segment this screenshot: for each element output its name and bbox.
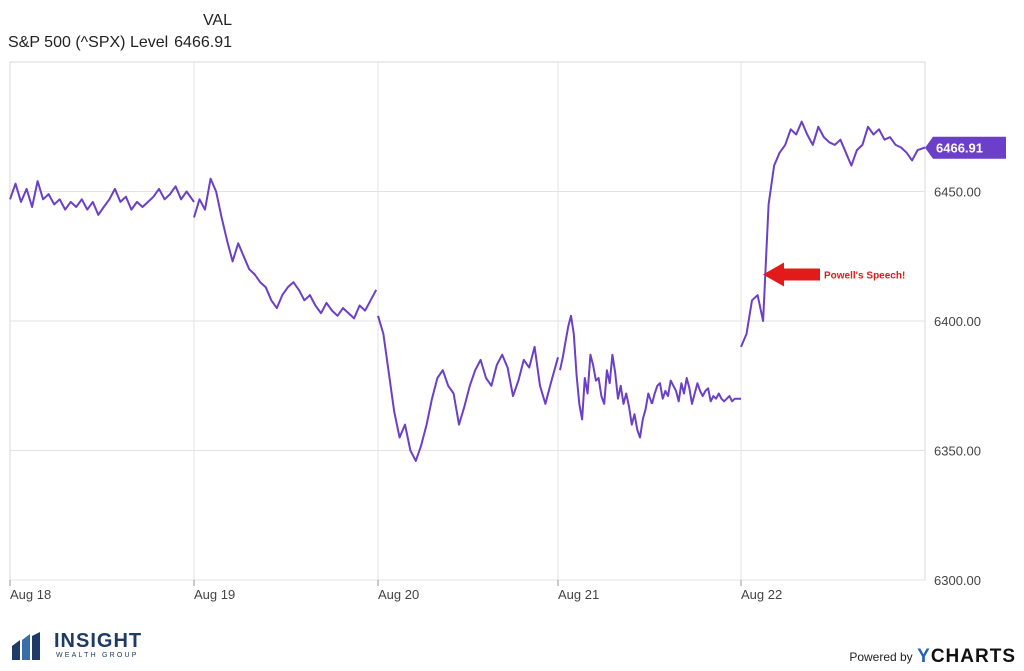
series-segment — [9, 180, 195, 216]
legend-series-name: S&P 500 (^SPX) Level — [8, 34, 169, 51]
annotations: Powell's Speech! — [763, 262, 905, 287]
annotation-arrow-icon — [763, 262, 820, 287]
legend-series-value: 6466.91 — [174, 34, 232, 51]
last-value-label: 6466.91 — [936, 141, 983, 156]
y-tick-label: 6300.00 — [934, 573, 981, 588]
last-value-flag-bg — [925, 136, 1006, 159]
x-tick-label: Aug 19 — [194, 587, 235, 602]
logo-sub-text: WEALTH GROUP — [56, 652, 139, 659]
x-tick-label: Aug 21 — [558, 587, 599, 602]
legend-header: VAL — [202, 12, 232, 29]
insight-logo: INSIGHT WEALTH GROUP — [12, 630, 147, 664]
y-tick-label: 6450.00 — [934, 185, 981, 200]
series-segment — [559, 314, 653, 439]
ycharts-logo-rest: CHARTS — [930, 646, 1016, 667]
last-value-flag: 6466.91 — [925, 136, 1006, 159]
series-segment — [740, 120, 926, 348]
y-tick-label: 6350.00 — [934, 444, 981, 459]
y-tick-label: 6400.00 — [934, 314, 981, 329]
chart-grid — [9, 61, 926, 586]
chart-legend: VAL S&P 500 (^SPX) Level 6466.91 — [8, 12, 248, 56]
series-segment — [651, 377, 741, 405]
insight-logo-mark-icon — [12, 632, 40, 660]
x-tick-label: Aug 22 — [741, 587, 782, 602]
series-segment — [377, 315, 559, 462]
powered-by-ycharts: Powered by YCHARTS — [849, 646, 1016, 670]
annotation-text: Powell's Speech! — [824, 271, 905, 282]
series-lines: 6466.91 — [9, 120, 1006, 462]
logo-brand-text: INSIGHT — [54, 630, 143, 652]
x-axis-labels: Aug 18 Aug 19 Aug 20 Aug 21 Aug 22 — [10, 587, 782, 602]
y-axis-labels: 6300.00 6350.00 6400.00 6450.00 — [934, 185, 981, 589]
ycharts-logo: YCHARTS — [917, 646, 1016, 667]
series-segment — [193, 177, 378, 320]
ycharts-logo-y: Y — [917, 646, 931, 667]
x-tick-label: Aug 18 — [10, 587, 51, 602]
x-tick-label: Aug 20 — [378, 587, 419, 602]
powered-by-label: Powered by — [849, 650, 913, 664]
